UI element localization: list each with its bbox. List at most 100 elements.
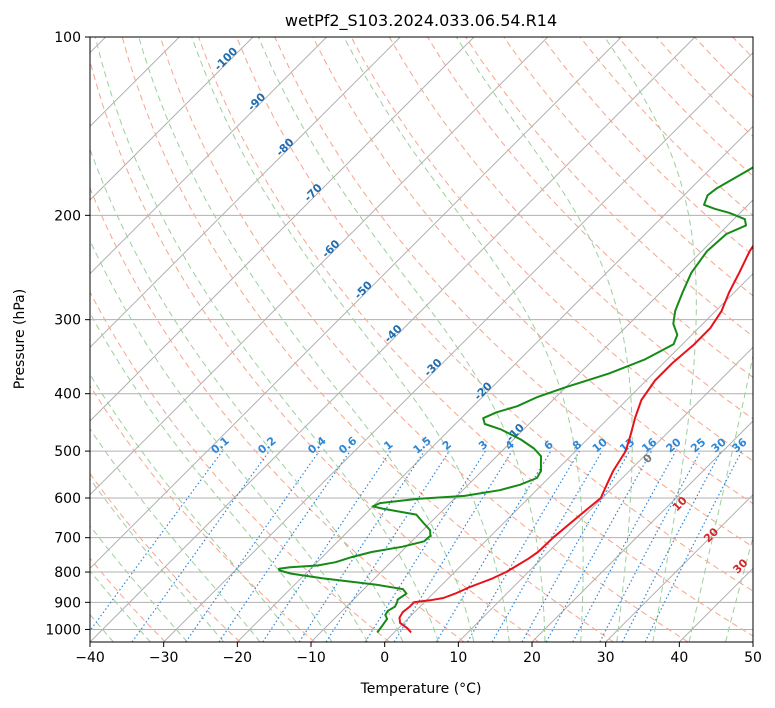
mixing-ratio-label: 0.1 xyxy=(209,434,232,456)
dry-adiabat-line xyxy=(236,37,753,592)
x-axis-label: Temperature (°C) xyxy=(360,681,482,697)
y-tick-label: 600 xyxy=(54,491,81,507)
x-tick-label: 20 xyxy=(523,650,541,666)
moist-adiabat-line xyxy=(257,37,546,642)
mixing-ratio-label: 6 xyxy=(542,438,556,453)
dry-adiabat-line xyxy=(694,37,753,98)
moist-adiabat-line xyxy=(604,37,697,642)
dry-adiabat-line xyxy=(426,37,753,378)
profile-series xyxy=(277,166,753,634)
mixing-ratio-label: 30 xyxy=(709,435,729,455)
dry-adiabat-line xyxy=(90,472,241,642)
mixing-ratio-line xyxy=(185,450,320,642)
dry-adiabat-line xyxy=(90,384,316,642)
mixing-ratio-line xyxy=(364,450,486,642)
y-tick-label: 700 xyxy=(54,531,81,547)
mixing-ratio-label: 25 xyxy=(688,435,708,455)
isotherm-line xyxy=(90,37,622,570)
x-tick-label: −40 xyxy=(75,650,105,666)
dry-adiabat-line xyxy=(732,37,753,59)
isotherm-line xyxy=(90,37,328,275)
mixing-ratio-line xyxy=(644,450,743,642)
dry-adiabat-label: -30 xyxy=(421,356,444,379)
dry-adiabat-line xyxy=(90,186,465,642)
mixing-ratio-label: 16 xyxy=(639,435,659,455)
y-tick-label: 100 xyxy=(54,30,81,46)
mixing-ratio-line xyxy=(131,450,270,642)
moist-adiabat-line xyxy=(343,37,584,642)
dry-adiabat-line xyxy=(90,291,390,642)
dry-adiabat-line xyxy=(771,37,775,642)
moist-adiabat-line xyxy=(762,37,775,642)
mixing-ratio-line xyxy=(218,450,351,642)
mixing-ratio-line xyxy=(621,450,722,642)
plot-frame xyxy=(89,36,754,643)
x-tick-label: 30 xyxy=(597,650,615,666)
mixing-ratio-line xyxy=(262,450,392,642)
x-tick-label: 50 xyxy=(744,650,762,666)
isotherm-line xyxy=(90,37,696,642)
mixing-ratio-label: 0.4 xyxy=(305,434,329,457)
ice-adiabat-line xyxy=(0,37,69,642)
moist-adiabat-line xyxy=(90,570,151,642)
grid-lines xyxy=(90,37,753,642)
moist-adiabat-label: 10 xyxy=(670,494,690,514)
moist-adiabat-line xyxy=(90,311,333,642)
y-tick-label: 500 xyxy=(54,444,81,460)
dry-adiabat-line xyxy=(656,37,753,138)
isotherm-line xyxy=(384,272,753,642)
background-line-labels: 0.1 0.2 0.4 0.6 1 1.5 2 3 4 6 8 10 13 16 20 25 30 36-100-… xyxy=(209,44,775,604)
y-tick-label: 200 xyxy=(54,208,81,224)
y-tick-label: 1000 xyxy=(45,622,81,638)
dry-adiabat-label: -100 xyxy=(212,44,241,73)
mixing-ratio-label: 10 xyxy=(590,435,610,455)
moist-adiabat-line xyxy=(90,525,188,642)
dewpoint-profile-line xyxy=(277,166,753,634)
moist-adiabat-label: 40 xyxy=(757,584,775,604)
mixing-ratio-label: 0.6 xyxy=(336,434,360,457)
dry-adiabat-line xyxy=(503,37,753,297)
isotherm-line xyxy=(678,567,753,642)
moist-adiabat-line xyxy=(138,37,475,642)
temperature-profile-line xyxy=(398,244,753,634)
isotherm-line xyxy=(531,420,753,642)
y-tick-label: 300 xyxy=(54,313,81,329)
y-tick-label: 800 xyxy=(54,565,81,581)
x-tick-label: −30 xyxy=(149,650,179,666)
dry-adiabat-label: -70 xyxy=(302,181,325,204)
isotherm-line xyxy=(605,493,753,642)
moist-adiabat-line xyxy=(688,353,753,642)
dry-adiabat-line xyxy=(541,37,753,257)
mixing-ratio-line xyxy=(298,450,425,642)
dry-adiabat-line xyxy=(312,37,753,505)
x-tick-label: 40 xyxy=(670,650,688,666)
x-axis-ticks: −40 −30 −20 −10 0 10 20 30 40 50 xyxy=(75,642,762,666)
moist-adiabat-line xyxy=(90,477,225,642)
isotherm-line xyxy=(457,346,753,642)
dry-adiabat-line xyxy=(388,37,753,420)
dry-adiabat-line xyxy=(274,37,753,548)
moist-adiabat-line xyxy=(90,239,369,642)
isotherm-line xyxy=(163,51,753,642)
dry-adiabat-line xyxy=(350,37,753,462)
isotherm-line xyxy=(90,37,475,422)
mixing-ratio-line xyxy=(393,450,513,642)
mixing-ratio-line xyxy=(90,450,223,632)
y-axis-ticks: 100 200 300 400 500 600 700 800 900 1000 xyxy=(45,30,90,638)
moist-adiabat-label: 20 xyxy=(701,525,721,545)
moist-adiabats xyxy=(0,37,775,642)
mixing-ratio-line xyxy=(325,450,450,642)
mixing-ratio-line xyxy=(545,450,653,642)
x-tick-label: 10 xyxy=(449,650,467,666)
isotherm-line xyxy=(310,199,753,642)
mixing-ratio-lines xyxy=(90,450,743,642)
dry-adiabat-line xyxy=(90,59,540,642)
dry-adiabat-label: -60 xyxy=(319,237,342,260)
dry-adiabat-line xyxy=(121,37,614,642)
moist-adiabat-line xyxy=(90,427,261,642)
moist-adiabat-line xyxy=(90,147,404,642)
mixing-ratio-label: 0.2 xyxy=(255,434,278,456)
dry-adiabat-line xyxy=(159,37,689,642)
x-tick-label: −20 xyxy=(223,650,253,666)
